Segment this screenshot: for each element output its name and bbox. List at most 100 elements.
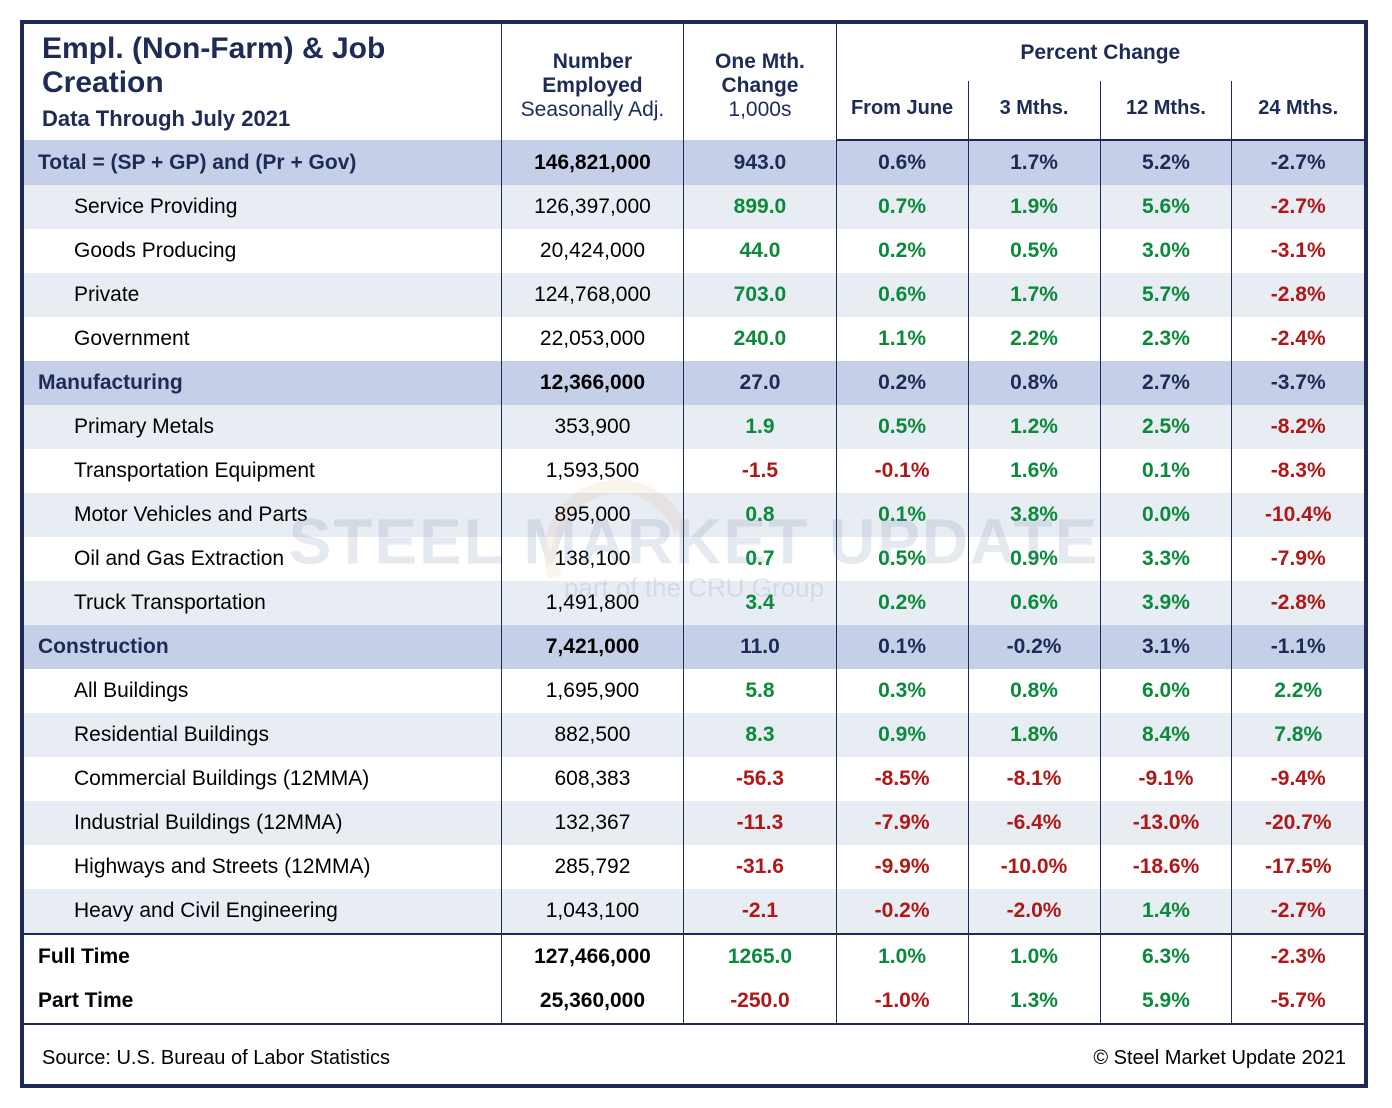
cell: 1.9 — [684, 405, 836, 449]
cell: Part Time — [24, 979, 501, 1023]
cell: 0.8 — [684, 493, 836, 537]
cell: 8.3 — [684, 713, 836, 757]
cell: 124,768,000 — [501, 273, 684, 317]
cell: 5.9% — [1100, 979, 1232, 1023]
cell: 27.0 — [684, 361, 836, 405]
cell: 44.0 — [684, 229, 836, 273]
cell: 7,421,000 — [501, 625, 684, 669]
cell: 5.2% — [1100, 140, 1232, 185]
cell: -17.5% — [1232, 845, 1364, 889]
cell: Oil and Gas Extraction — [24, 537, 501, 581]
cell: 22,053,000 — [501, 317, 684, 361]
cell: 5.6% — [1100, 185, 1232, 229]
cell: -7.9% — [1232, 537, 1364, 581]
cell: -5.7% — [1232, 979, 1364, 1023]
table-row: Manufacturing12,366,00027.00.2%0.8%2.7%-… — [24, 361, 1364, 405]
cell: -11.3 — [684, 801, 836, 845]
table-row: Total = (SP + GP) and (Pr + Gov)146,821,… — [24, 140, 1364, 185]
table-title-cell: Empl. (Non-Farm) & Job Creation Data Thr… — [24, 24, 501, 140]
cell: -0.2% — [836, 889, 968, 934]
cell: 3.9% — [1100, 581, 1232, 625]
cell: 0.9% — [968, 537, 1100, 581]
cell: -2.1 — [684, 889, 836, 934]
cell: 1.3% — [968, 979, 1100, 1023]
cell: 0.2% — [836, 361, 968, 405]
table-row: All Buildings1,695,9005.80.3%0.8%6.0%2.2… — [24, 669, 1364, 713]
table-row: Heavy and Civil Engineering1,043,100-2.1… — [24, 889, 1364, 934]
table-footer: Source: U.S. Bureau of Labor Statistics … — [24, 1023, 1364, 1084]
cell: 353,900 — [501, 405, 684, 449]
cell: 3.3% — [1100, 537, 1232, 581]
cell: 1.4% — [1100, 889, 1232, 934]
cell: Manufacturing — [24, 361, 501, 405]
header-from-june: From June — [836, 81, 968, 140]
cell: -20.7% — [1232, 801, 1364, 845]
header-3mths: 3 Mths. — [968, 81, 1100, 140]
table-row: Construction7,421,00011.00.1%-0.2%3.1%-1… — [24, 625, 1364, 669]
cell: 0.5% — [836, 405, 968, 449]
cell: -9.9% — [836, 845, 968, 889]
cell: Truck Transportation — [24, 581, 501, 625]
cell: 0.2% — [836, 229, 968, 273]
cell: 0.8% — [968, 361, 1100, 405]
cell: Motor Vehicles and Parts — [24, 493, 501, 537]
table-row: Primary Metals353,9001.90.5%1.2%2.5%-8.2… — [24, 405, 1364, 449]
header-number-employed: Number Employed Seasonally Adj. — [501, 24, 684, 140]
table-row: Service Providing126,397,000899.00.7%1.9… — [24, 185, 1364, 229]
cell: Transportation Equipment — [24, 449, 501, 493]
table-row: Highways and Streets (12MMA)285,792-31.6… — [24, 845, 1364, 889]
cell: 1.7% — [968, 140, 1100, 185]
cell: 1,695,900 — [501, 669, 684, 713]
cell: -2.8% — [1232, 273, 1364, 317]
cell: 1,593,500 — [501, 449, 684, 493]
cell: 0.0% — [1100, 493, 1232, 537]
cell: -0.2% — [968, 625, 1100, 669]
cell: 2.5% — [1100, 405, 1232, 449]
cell: 1.1% — [836, 317, 968, 361]
cell: 5.7% — [1100, 273, 1232, 317]
table-row: Oil and Gas Extraction138,1000.70.5%0.9%… — [24, 537, 1364, 581]
cell: -10.0% — [968, 845, 1100, 889]
cell: 3.4 — [684, 581, 836, 625]
cell: 6.0% — [1100, 669, 1232, 713]
cell: 1,491,800 — [501, 581, 684, 625]
cell: 0.7 — [684, 537, 836, 581]
cell: -250.0 — [684, 979, 836, 1023]
cell: -1.5 — [684, 449, 836, 493]
cell: Construction — [24, 625, 501, 669]
header-12mths: 12 Mths. — [1100, 81, 1232, 140]
header-24mths: 24 Mths. — [1232, 81, 1364, 140]
cell: 0.7% — [836, 185, 968, 229]
cell: Highways and Streets (12MMA) — [24, 845, 501, 889]
cell: -10.4% — [1232, 493, 1364, 537]
cell: 1.7% — [968, 273, 1100, 317]
cell: 0.8% — [968, 669, 1100, 713]
cell: 2.3% — [1100, 317, 1232, 361]
cell: -9.4% — [1232, 757, 1364, 801]
cell: -18.6% — [1100, 845, 1232, 889]
table-row: Motor Vehicles and Parts895,0000.80.1%3.… — [24, 493, 1364, 537]
table-row: Part Time25,360,000-250.0-1.0%1.3%5.9%-5… — [24, 979, 1364, 1023]
cell: -1.0% — [836, 979, 968, 1023]
table-row: Private124,768,000703.00.6%1.7%5.7%-2.8% — [24, 273, 1364, 317]
cell: 1,043,100 — [501, 889, 684, 934]
cell: Residential Buildings — [24, 713, 501, 757]
cell: Primary Metals — [24, 405, 501, 449]
cell: 2.2% — [1232, 669, 1364, 713]
table-row: Truck Transportation1,491,8003.40.2%0.6%… — [24, 581, 1364, 625]
cell: 240.0 — [684, 317, 836, 361]
cell: 0.6% — [836, 140, 968, 185]
employment-table-container: STEEL MARKET UPDATE part of the CRU Grou… — [20, 20, 1368, 1088]
cell: 608,383 — [501, 757, 684, 801]
cell: -9.1% — [1100, 757, 1232, 801]
header-percent-change: Percent Change — [836, 24, 1364, 81]
cell: 0.1% — [1100, 449, 1232, 493]
table-row: Commercial Buildings (12MMA)608,383-56.3… — [24, 757, 1364, 801]
cell: -6.4% — [968, 801, 1100, 845]
cell: Private — [24, 273, 501, 317]
table-title: Empl. (Non-Farm) & Job Creation — [42, 32, 489, 100]
cell: -0.1% — [836, 449, 968, 493]
cell: 899.0 — [684, 185, 836, 229]
cell: 2.2% — [968, 317, 1100, 361]
cell: 0.1% — [836, 625, 968, 669]
